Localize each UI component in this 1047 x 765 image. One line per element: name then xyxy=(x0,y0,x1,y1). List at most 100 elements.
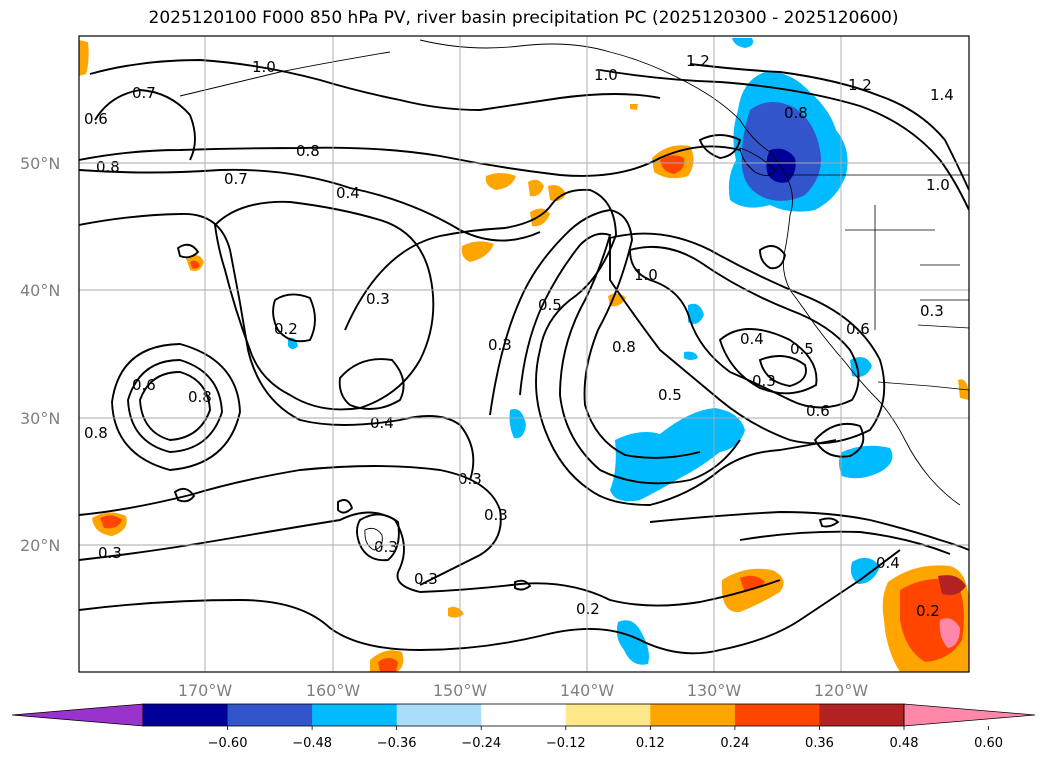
border-state-lines xyxy=(845,205,969,330)
pv-contour-west-cell xyxy=(139,371,211,441)
pv-label: 0.4 xyxy=(740,330,764,348)
pv-contour-small-17n xyxy=(514,579,532,591)
precip-blob-35n xyxy=(684,351,698,360)
pv-contour-central-hole-2 xyxy=(272,293,316,343)
pv-contour-south-1 xyxy=(79,465,502,586)
pv-label: 0.3 xyxy=(366,290,390,308)
pv-label: 0.3 xyxy=(458,470,482,488)
pv-label: 1.0 xyxy=(926,176,950,194)
pv-contour-nw-coast xyxy=(698,134,742,159)
colorbar-segment xyxy=(819,704,905,726)
longitude-axis: 170°W 160°W 150°W 140°W 130°W 120°W xyxy=(178,681,869,700)
pv-contour-south-2 xyxy=(79,511,781,607)
lat-label: 50°N xyxy=(20,154,60,173)
pv-label: 0.2 xyxy=(576,600,600,618)
colorbar-segment xyxy=(650,704,736,726)
pv-label: 0.4 xyxy=(370,414,394,432)
coastline-vancouver-island xyxy=(739,147,776,176)
precip-blob-nw-top xyxy=(732,38,754,48)
pv-contour-deep-trough xyxy=(519,232,741,485)
colorbar-tick-label: −0.36 xyxy=(377,736,417,751)
pv-label: 0.3 xyxy=(98,544,122,562)
pv-label: 0.5 xyxy=(658,386,682,404)
pv-label: 0.8 xyxy=(84,424,108,442)
coastlines xyxy=(179,39,961,551)
pv-contour-ne-1 xyxy=(689,63,969,191)
precip-blob-28n xyxy=(509,409,526,439)
pv-contour-north xyxy=(79,145,741,177)
colorbar-tick-label: 0.48 xyxy=(890,736,919,751)
border-baja xyxy=(877,381,969,391)
pv-contour-southeast xyxy=(649,511,969,551)
lon-label: 150°W xyxy=(433,681,488,700)
pv-contour-north-3 xyxy=(89,59,661,111)
pv-contour-small-20n xyxy=(818,517,840,528)
pv-contour-small-23n xyxy=(173,487,196,503)
lat-label: 20°N xyxy=(20,536,60,555)
map-title: 2025120100 F000 850 hPa PV, river basin … xyxy=(148,8,899,28)
lon-label: 170°W xyxy=(178,681,233,700)
pv-contour-small-24n xyxy=(337,499,354,514)
pv-label: 0.6 xyxy=(806,402,830,420)
pv-contour-ridge-east-core xyxy=(758,355,807,387)
pv-label: 0.3 xyxy=(414,570,438,588)
map-frame xyxy=(78,35,970,673)
pv-contour-central-hole xyxy=(338,358,405,410)
pv-label: 1.0 xyxy=(634,266,658,284)
pv-contour-ridge-east xyxy=(629,245,860,409)
precip-blob-13n-blue xyxy=(616,620,649,665)
precip-blob-22n-west-red xyxy=(100,515,122,529)
colorbar-tick-label: −0.24 xyxy=(461,736,501,751)
pv-label: 0.6 xyxy=(84,110,108,128)
precip-blob-48n-a xyxy=(485,173,516,190)
pv-label: 1.0 xyxy=(252,58,276,76)
pv-label: 0.6 xyxy=(132,376,156,394)
pv-label: 0.8 xyxy=(96,158,120,176)
lon-label: 120°W xyxy=(814,681,869,700)
colorbar-frame xyxy=(142,703,905,727)
colorbar: −0.60 −0.48 −0.36 −0.24 −0.12 0.12 0.24 0.36 0.4… xyxy=(11,703,1036,751)
colorbar-segment xyxy=(734,704,820,726)
precip-blob-17n xyxy=(721,568,784,613)
colorbar-tick-label: 0.12 xyxy=(636,736,665,751)
precip-blob-43n xyxy=(461,241,494,262)
precip-blob-se-pink xyxy=(939,618,960,648)
pv-contour-south-3 xyxy=(79,549,901,655)
pv-label: 0.8 xyxy=(784,104,808,122)
lon-label: 130°W xyxy=(687,681,742,700)
pv-contour-east-38n xyxy=(759,245,787,270)
precip-blob-48n-b xyxy=(528,179,544,197)
coastline-aleutians xyxy=(179,51,391,97)
precip-blob-16n-blue xyxy=(850,557,880,584)
pv-contour-east-30n xyxy=(813,422,865,458)
pv-label: 0.8 xyxy=(188,388,212,406)
map-content: 0.6 0.7 1.0 0.8 0.7 0.8 0.4 0.2 0.3 0.5 … xyxy=(79,36,969,672)
colorbar-segment xyxy=(312,704,398,726)
coastline-alaska xyxy=(419,39,771,153)
pv-contour-labels: 0.6 0.7 1.0 0.8 0.7 0.8 0.4 0.2 0.3 0.5 … xyxy=(84,52,954,620)
precip-blob-48n-c xyxy=(548,185,566,202)
pv-label: 0.6 xyxy=(846,320,870,338)
pv-label: 0.3 xyxy=(752,372,776,390)
pv-label: 0.4 xyxy=(336,184,360,202)
precip-blob-nw-edge xyxy=(79,40,89,76)
pv-contour-small-42n xyxy=(176,243,200,259)
political-boundaries xyxy=(790,174,969,391)
pv-label: 0.7 xyxy=(132,84,156,102)
colorbar-extend-high xyxy=(903,703,1036,727)
pv-contour-west-cell-2 xyxy=(111,343,241,471)
pv-contour-north-2 xyxy=(79,168,541,242)
pv-label: 0.5 xyxy=(538,296,562,314)
pv-label: 0.3 xyxy=(920,302,944,320)
colorbar-segment xyxy=(396,704,482,726)
colorbar-extend-low xyxy=(11,703,144,727)
pv-label: 1.4 xyxy=(930,86,954,104)
pv-contour-hawaii xyxy=(356,513,400,562)
colorbar-tick-label: 0.36 xyxy=(805,736,834,751)
pv-label: 0.2 xyxy=(274,320,298,338)
colorbar-tick-label: 0.60 xyxy=(974,736,1003,751)
pv-label: 0.8 xyxy=(296,142,320,160)
graticule xyxy=(79,36,969,672)
colorbar-tick-label: −0.48 xyxy=(292,736,332,751)
coastline-bc xyxy=(769,151,961,506)
